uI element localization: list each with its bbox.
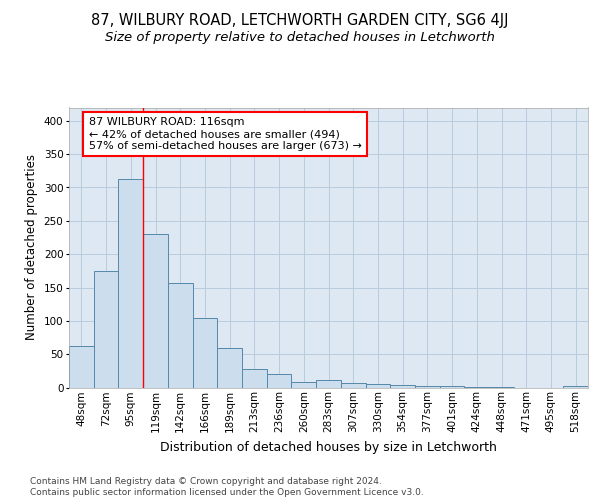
Bar bbox=[365, 384, 390, 388]
Bar bbox=[390, 385, 415, 388]
Bar bbox=[316, 380, 341, 388]
Bar bbox=[341, 383, 365, 388]
Bar bbox=[118, 179, 143, 388]
Bar bbox=[217, 348, 242, 388]
Bar bbox=[143, 234, 168, 388]
Bar bbox=[94, 271, 118, 388]
Text: Contains HM Land Registry data © Crown copyright and database right 2024.: Contains HM Land Registry data © Crown c… bbox=[30, 477, 382, 486]
Bar bbox=[489, 387, 514, 388]
Text: Size of property relative to detached houses in Letchworth: Size of property relative to detached ho… bbox=[105, 31, 495, 44]
Text: 87 WILBURY ROAD: 116sqm
← 42% of detached houses are smaller (494)
57% of semi-d: 87 WILBURY ROAD: 116sqm ← 42% of detache… bbox=[89, 118, 362, 150]
Bar bbox=[415, 386, 440, 388]
Bar bbox=[242, 369, 267, 388]
Bar bbox=[168, 283, 193, 388]
Bar bbox=[267, 374, 292, 388]
Bar bbox=[292, 382, 316, 388]
Y-axis label: Number of detached properties: Number of detached properties bbox=[25, 154, 38, 340]
X-axis label: Distribution of detached houses by size in Letchworth: Distribution of detached houses by size … bbox=[160, 440, 497, 454]
Bar bbox=[464, 387, 489, 388]
Bar bbox=[440, 386, 464, 388]
Bar bbox=[69, 346, 94, 388]
Bar bbox=[193, 318, 217, 388]
Text: Contains public sector information licensed under the Open Government Licence v3: Contains public sector information licen… bbox=[30, 488, 424, 497]
Bar bbox=[563, 386, 588, 388]
Text: 87, WILBURY ROAD, LETCHWORTH GARDEN CITY, SG6 4JJ: 87, WILBURY ROAD, LETCHWORTH GARDEN CITY… bbox=[91, 12, 509, 28]
